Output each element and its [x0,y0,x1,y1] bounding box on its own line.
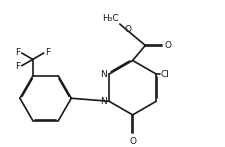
Text: O: O [128,137,135,146]
Text: N: N [99,97,106,106]
Text: O: O [124,25,130,34]
Text: O: O [164,41,171,50]
Text: Cl: Cl [160,70,168,78]
Text: F: F [15,48,20,57]
Text: N: N [99,70,106,78]
Text: F: F [15,62,20,71]
Text: H₃C: H₃C [101,14,118,23]
Text: F: F [45,48,50,57]
